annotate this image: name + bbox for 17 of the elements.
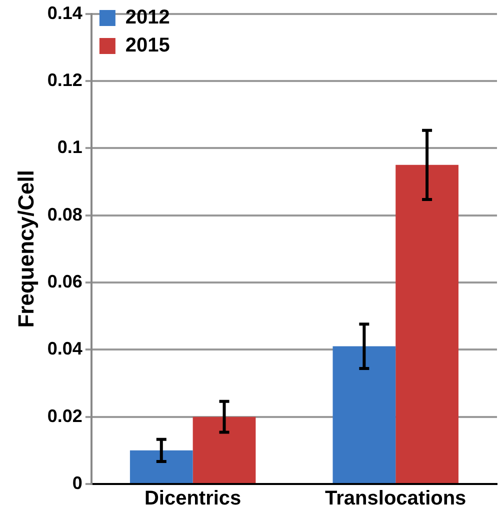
bar: [192, 416, 256, 483]
x-tick-label: Dicentrics: [144, 488, 242, 510]
bar: [332, 346, 396, 483]
y-axis-title: Frequency/Cell: [13, 170, 38, 328]
y-tick-label: 0.04: [47, 338, 82, 359]
bar: [396, 164, 458, 483]
y-tick-label: 0: [72, 472, 82, 493]
x-tick-label: Translocations: [325, 488, 466, 510]
y-tick-label: 0.06: [47, 271, 82, 292]
y-tick-label: 0.02: [47, 406, 82, 426]
bar: [130, 450, 193, 483]
y-tick-label: 0.1: [57, 137, 82, 158]
y-tick-label: 0.14: [47, 2, 82, 23]
y-tick-label: 0.12: [47, 70, 82, 90]
legend-label: 2012: [125, 6, 170, 29]
y-tick-label: 0.08: [47, 204, 82, 224]
legend-label: 2015: [125, 34, 170, 57]
